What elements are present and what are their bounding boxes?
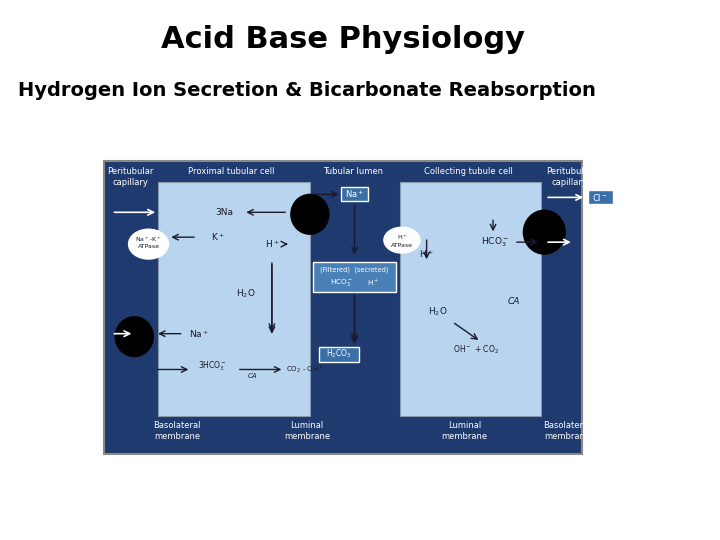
Text: K$^+$: K$^+$ (211, 231, 225, 243)
Bar (400, 183, 541, 416)
Text: H$_2$O: H$_2$O (236, 288, 256, 300)
Text: 3HCO$_3^-$: 3HCO$_3^-$ (198, 360, 227, 373)
Text: Peritubular
capillary: Peritubular capillary (546, 166, 592, 187)
Bar (320, 347, 359, 361)
Bar (341, 187, 368, 201)
Text: OH$^-$ + CO$_2$: OH$^-$ + CO$_2$ (453, 343, 499, 356)
Text: (Filtered)  (secreted): (Filtered) (secreted) (320, 267, 389, 273)
Circle shape (291, 194, 329, 234)
Text: HCO$_3^-$: HCO$_3^-$ (330, 278, 354, 288)
Bar (104, 160, 582, 454)
Bar (588, 191, 613, 204)
Text: Acid Base Physiology: Acid Base Physiology (161, 25, 525, 53)
Text: H$_2$CO$_3$: H$_2$CO$_3$ (326, 348, 352, 360)
Text: Peritubular
capillary: Peritubular capillary (107, 166, 153, 187)
Circle shape (523, 210, 565, 254)
Text: H$_2$O: H$_2$O (428, 306, 448, 318)
Bar (158, 183, 310, 416)
Text: CO$_2$ - OH$^-$: CO$_2$ - OH$^-$ (286, 364, 324, 375)
Text: 3Na: 3Na (215, 208, 233, 217)
Text: H$^+$: H$^+$ (264, 238, 279, 250)
Text: Luminal
membrane: Luminal membrane (441, 421, 487, 441)
Bar (312, 262, 396, 292)
Text: H$^+$: H$^+$ (366, 278, 379, 288)
Text: CA: CA (248, 374, 258, 380)
Text: H$^+$
ATPase: H$^+$ ATPase (391, 233, 413, 247)
Text: Basolateral
membrane: Basolateral membrane (153, 421, 201, 441)
Text: HCO$_3^-$: HCO$_3^-$ (481, 235, 509, 249)
Text: Proximal tubular cell: Proximal tubular cell (188, 166, 274, 176)
Ellipse shape (129, 229, 168, 259)
Text: Hydrogen Ion Secretion & Bicarbonate Reabsorption: Hydrogen Ion Secretion & Bicarbonate Rea… (19, 82, 596, 100)
Text: Na$^+$: Na$^+$ (345, 188, 364, 200)
Text: Na$^+$: Na$^+$ (189, 328, 209, 340)
Ellipse shape (384, 227, 420, 253)
Text: H$^+$: H$^+$ (419, 248, 434, 260)
Text: Basolateral
membrane: Basolateral membrane (544, 421, 591, 441)
Text: CA: CA (508, 298, 520, 306)
Circle shape (115, 317, 153, 356)
Text: Cl$^-$: Cl$^-$ (593, 192, 608, 203)
Text: Tubular lumen: Tubular lumen (323, 166, 382, 176)
Text: Collecting tubule cell: Collecting tubule cell (424, 166, 513, 176)
Text: Luminal
membrane: Luminal membrane (284, 421, 330, 441)
Text: Na$^+$-K$^+$
ATPase: Na$^+$-K$^+$ ATPase (135, 235, 162, 249)
